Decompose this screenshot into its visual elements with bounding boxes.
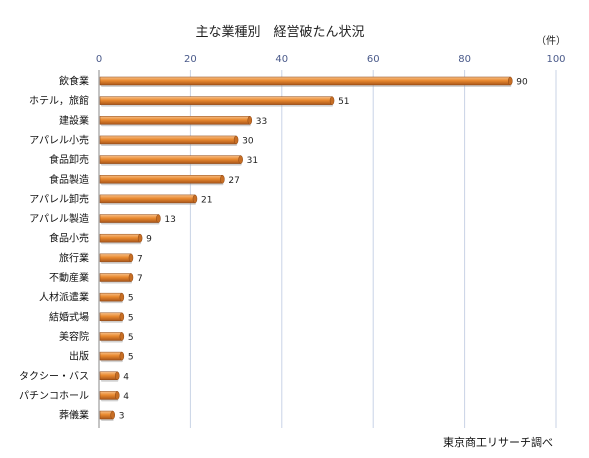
category-label: 食品製造	[49, 173, 89, 186]
category-label: アパレル小売	[29, 133, 89, 146]
category-label: ホテル，旅館	[29, 94, 89, 107]
unit-label: （件）	[536, 35, 566, 47]
bar-end-cap	[119, 292, 125, 302]
x-tick-label: 0	[96, 54, 102, 65]
category-label: 食品卸売	[49, 153, 89, 166]
value-label: 31	[247, 156, 258, 166]
bar	[99, 175, 223, 184]
bar-end-cap	[233, 135, 239, 145]
bar	[99, 233, 141, 243]
category-label: タクシー・バス	[19, 370, 89, 382]
category-label: 建設業	[59, 114, 89, 127]
bar-end-cap	[115, 371, 120, 380]
category-label: 不動産業	[49, 271, 89, 284]
category-labels: 飲食業ホテル，旅館建設業アパレル小売食品卸売食品製造アパレル卸売アパレル製造食品…	[19, 75, 89, 422]
bar	[99, 253, 132, 263]
value-label: 21	[201, 195, 212, 205]
category-label: パチンコホール	[19, 390, 89, 402]
value-label: 5	[128, 333, 134, 343]
bar	[99, 76, 511, 86]
bar-end-cap	[508, 76, 513, 86]
category-label: 旅行業	[59, 251, 89, 264]
value-label: 30	[242, 136, 254, 146]
x-tick-label: 80	[458, 54, 471, 65]
bar	[99, 135, 237, 145]
bar-end-cap	[247, 116, 253, 125]
category-label: 結婚式場	[49, 310, 89, 323]
category-label: 葬儀業	[59, 409, 89, 422]
bar-end-cap	[115, 391, 120, 400]
value-label: 7	[137, 254, 143, 264]
bar-end-cap	[220, 175, 225, 184]
value-label: 51	[338, 97, 349, 107]
value-label: 5	[128, 353, 134, 363]
category-label: 美容院	[59, 330, 89, 343]
bar-end-cap	[128, 273, 134, 282]
bar-end-cap	[329, 96, 335, 105]
x-tick-label: 60	[367, 54, 380, 65]
value-label: 27	[228, 176, 239, 186]
bar	[99, 273, 132, 282]
x-tick-label: 40	[275, 54, 288, 65]
bar	[99, 292, 123, 302]
value-label: 5	[128, 313, 134, 323]
bar-end-cap	[192, 194, 198, 204]
bar-end-cap	[128, 253, 134, 263]
category-label: 人材派遣業	[39, 291, 89, 304]
category-label: 出版	[69, 350, 89, 363]
category-label: アパレル卸売	[29, 192, 89, 205]
bar-end-cap	[119, 332, 125, 341]
value-label: 5	[128, 294, 134, 304]
bar	[99, 371, 118, 380]
value-label: 4	[123, 372, 129, 382]
bar-end-cap	[110, 410, 115, 420]
bar-end-cap	[119, 351, 125, 361]
category-label: アパレル製造	[29, 212, 89, 225]
value-label: 13	[164, 215, 175, 225]
category-label: 飲食業	[59, 75, 89, 88]
bars	[99, 76, 513, 422]
bar	[99, 391, 118, 400]
x-tick-label: 20	[184, 54, 197, 65]
value-label: 90	[516, 78, 528, 88]
bar	[99, 351, 123, 361]
bar-end-cap	[238, 155, 243, 164]
value-label: 3	[119, 412, 125, 422]
x-tick-label: 100	[546, 54, 565, 65]
value-label: 9	[146, 235, 152, 245]
grid-lines	[189, 70, 557, 428]
value-label: 4	[123, 392, 129, 402]
x-axis-ticks: 0 20 40 60 80 100	[96, 54, 566, 65]
chart-title: 主な業種別 経営破たん状況	[195, 24, 364, 40]
value-label: 33	[256, 117, 267, 127]
bar-end-cap	[156, 214, 161, 223]
bar	[99, 332, 123, 341]
bar-end-cap	[119, 312, 125, 322]
bar	[99, 116, 251, 125]
bar	[99, 312, 123, 322]
bar	[99, 214, 159, 223]
source-note: 東京商工リサーチ調べ	[443, 435, 553, 449]
bar	[99, 155, 241, 164]
category-label: 食品小売	[49, 232, 89, 245]
bar-end-cap	[137, 233, 143, 243]
bar	[99, 194, 196, 204]
bar	[99, 96, 333, 105]
value-label: 7	[137, 274, 143, 284]
